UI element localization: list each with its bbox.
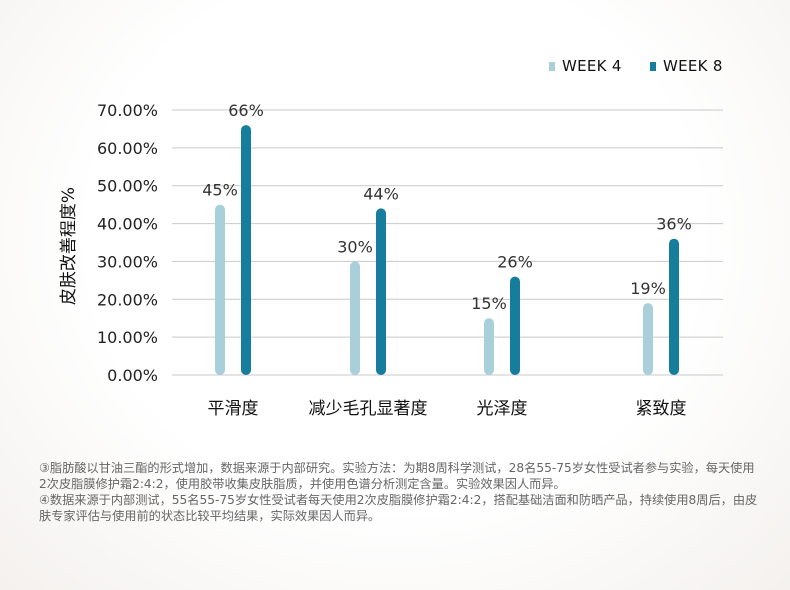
bar-week4-3	[643, 303, 653, 375]
data-labels: 45% 66% 30% 44% 15% 26% 19% 36%	[202, 101, 692, 313]
legend-label: WEEK 8	[663, 57, 723, 75]
y-tick-label: 40.00%	[97, 215, 158, 234]
y-tick-labels: 0.00% 10.00% 20.00% 30.00% 40.00% 50.00% 60.00…	[97, 101, 158, 385]
bar-week8-2	[510, 276, 520, 375]
y-tick-label: 60.00%	[97, 139, 158, 158]
bar-week4-1	[350, 261, 360, 375]
data-label: 26%	[497, 253, 533, 272]
y-tick-label: 30.00%	[97, 252, 158, 271]
bar-chart: WEEK 4 WEEK 8 皮肤改善程度% 0.00% 10.00% 20.00% 30…	[59, 57, 723, 419]
data-label: 66%	[228, 101, 264, 120]
y-tick-label: 70.00%	[97, 101, 158, 120]
y-tick-label: 10.00%	[97, 328, 158, 347]
bar-week4-2	[484, 318, 494, 375]
gridlines	[172, 109, 723, 376]
y-tick-label: 20.00%	[97, 290, 158, 309]
data-label: 45%	[202, 181, 238, 200]
data-label: 19%	[630, 279, 666, 298]
bar-week4-0	[215, 204, 225, 375]
legend-swatch	[650, 62, 656, 71]
y-axis-label: 皮肤改善程度%	[59, 187, 79, 305]
legend: WEEK 4 WEEK 8	[549, 57, 723, 75]
category-label: 紧致度	[636, 399, 687, 419]
data-label: 30%	[337, 237, 373, 256]
bars	[215, 125, 679, 376]
data-label: 15%	[471, 294, 507, 313]
category-labels: 平滑度 减少毛孔显著度 光泽度 紧致度	[208, 399, 687, 419]
footnote-4: ④数据来源于内部测试，55名55-75岁女性受试者每天使用2次皮脂膜修护霜2:4…	[39, 493, 758, 523]
legend-label: WEEK 4	[562, 57, 622, 75]
y-tick-label: 0.00%	[107, 366, 158, 385]
legend-swatch	[549, 62, 555, 71]
category-label: 光泽度	[477, 399, 528, 419]
y-tick-label: 50.00%	[97, 177, 158, 196]
bar-week8-1	[376, 208, 386, 375]
category-label: 平滑度	[208, 399, 259, 419]
footnote-3: ③脂肪酸以甘油三酯的形式增加，数据来源于内部研究。实验方法：为期8周科学测试，2…	[39, 461, 755, 491]
data-label: 36%	[656, 215, 692, 234]
bar-week8-0	[241, 125, 251, 376]
footnotes: ③脂肪酸以甘油三酯的形式增加，数据来源于内部研究。实验方法：为期8周科学测试，2…	[39, 460, 759, 524]
bar-week8-3	[669, 238, 679, 375]
category-label: 减少毛孔显著度	[309, 399, 428, 419]
data-label: 44%	[363, 184, 399, 203]
